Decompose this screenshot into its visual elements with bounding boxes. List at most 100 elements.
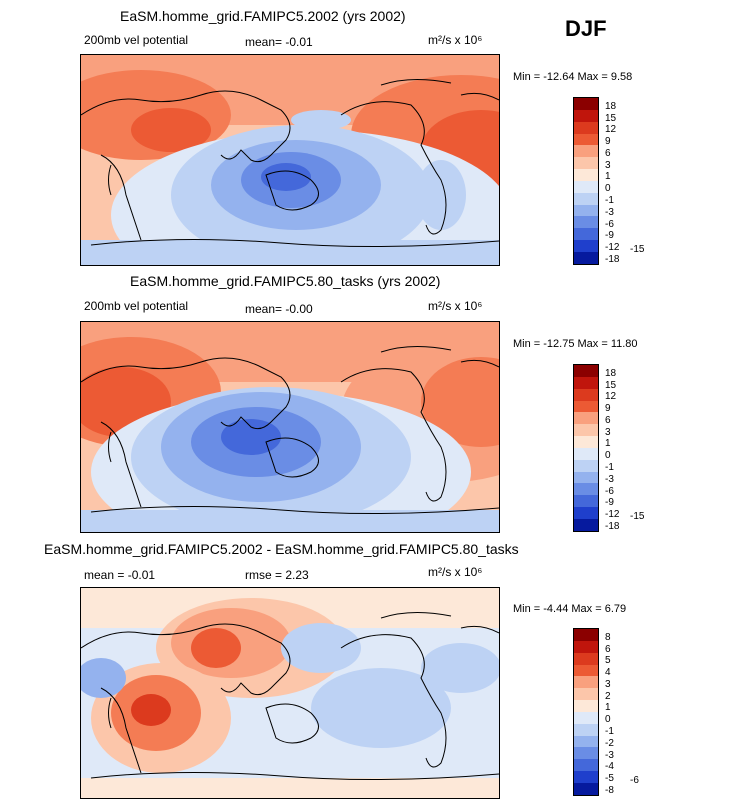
colorbar-tick: -1 [605,726,614,737]
panel3-colorbar-swatch [574,640,598,653]
panel2-colorbar-swatch [574,483,598,496]
panel2-units: m²/s x 10⁶ [428,299,483,313]
panel3-colorbar-swatch [574,747,598,760]
colorbar-tick: -18 [605,521,620,532]
panel3-units: m²/s x 10⁶ [428,565,483,579]
colorbar-tick: 0 [605,183,611,194]
colorbar-tick: -1 [605,195,614,206]
panel3-title: EaSM.homme_grid.FAMIPC5.2002 - EaSM.homm… [44,541,519,557]
panel1-colorbar-swatch [574,121,598,134]
panel1-colorbar-swatch [574,169,598,181]
colorbar-tick: 0 [605,450,611,461]
panel2-colorbar-swatch [574,436,598,448]
panel3-mean-label: mean = -0.01 [84,568,156,582]
colorbar-tick: 18 [605,368,617,379]
panel3-colorbar-swatch [574,676,598,689]
panel1-colorbar-swatch [574,216,598,229]
colorbar-tick: -12 [605,242,620,253]
panel2-minmax: Min = -12.75 Max = 11.80 [513,338,638,350]
colorbar-tick: 15 [605,380,617,391]
colorbar-tick: 6 [605,415,611,426]
panel1-variable-label: 200mb vel potential [84,33,189,47]
panel2-colorbar-swatch [574,400,598,413]
panel2-colorbar-swatch [574,388,598,401]
panel3-colorbar-swatch [574,700,598,712]
colorbar-tick: 6 [605,644,611,655]
panel3-minmax: Min = -4.44 Max = 6.79 [513,603,627,615]
colorbar-tick: -4 [605,761,614,772]
panel2-colorbar-swatch [574,424,598,437]
colorbar-tick: -1 [605,462,614,473]
panel1-colorbar [573,97,599,265]
colorbar-tick: 3 [605,160,611,171]
colorbar-tick: 5 [605,655,611,666]
panel3-colorbar-swatch [574,629,598,641]
panel2-colorbar-swatch [574,376,598,389]
panel1-colorbar-swatch [574,251,598,264]
panel3-map [80,587,500,799]
colorbar-tick: 2 [605,691,611,702]
panel3-colorbar-swatch [574,771,598,783]
colorbar-tick: -18 [605,254,620,265]
panel2-variable-label: 200mb vel potential [84,299,189,313]
colorbar-tick: 8 [605,632,611,643]
panel3-colorbar-swatch [574,782,598,795]
colorbar-tick: -3 [605,474,614,485]
panel2-colorbar-swatch [574,459,598,472]
colorbar-tick: -3 [605,750,614,761]
colorbar-tick: 1 [605,702,611,713]
colorbar-tick: -8 [605,785,614,796]
season-label: DJF [565,16,607,41]
panel3-colorbar-swatch [574,711,598,724]
colorbar-tick: -3 [605,207,614,218]
colorbar-tick: -9 [605,230,614,241]
panel1-colorbar-swatch [574,145,598,158]
panel1-coastlines [81,78,499,248]
panel3-colorbar-swatch [574,723,598,736]
panel2-colorbar-swatch [574,365,598,377]
colorbar-tick: -6 [605,486,614,497]
colorbar-tick: -6 [605,219,614,230]
colorbar-tick: 1 [605,438,611,449]
colorbar-tick: 3 [605,427,611,438]
colorbar-tick-extra: -6 [630,775,639,786]
panel1-colorbar-swatch [574,228,598,241]
colorbar-tick-extra: -15 [630,244,645,255]
panel2-colorbar-swatch [574,471,598,484]
panel1-units: m²/s x 10⁶ [428,33,483,47]
colorbar-tick: -12 [605,509,620,520]
panel3-rmse-label: rmse = 2.23 [245,568,309,582]
panel2-colorbar-swatch [574,447,598,460]
panel1-mean-label: mean= -0.01 [245,35,313,49]
colorbar-tick: 0 [605,714,611,725]
colorbar-tick: -5 [605,773,614,784]
colorbar-tick: 9 [605,403,611,414]
panel2-colorbar [573,364,599,532]
panel1-colorbar-swatch [574,192,598,205]
panel1-colorbar-swatch [574,109,598,122]
panel1-colorbar-swatch [574,180,598,193]
panel2-colorbar-swatch [574,507,598,519]
panel3-colorbar-swatch [574,688,598,701]
colorbar-tick-extra: -15 [630,511,645,522]
panel2-map [80,321,500,533]
panel1-title: EaSM.homme_grid.FAMIPC5.2002 (yrs 2002) [120,8,406,24]
panel1-colorbar-swatch [574,133,598,146]
colorbar-tick: 3 [605,679,611,690]
colorbar-tick: -2 [605,738,614,749]
colorbar-tick: 1 [605,171,611,182]
colorbar-tick: 9 [605,136,611,147]
panel2-colorbar-swatch [574,495,598,508]
panel2-title: EaSM.homme_grid.FAMIPC5.80_tasks (yrs 20… [130,273,441,289]
colorbar-tick: 4 [605,667,611,678]
panel2-colorbar-swatch [574,412,598,425]
colorbar-tick: 12 [605,124,617,135]
panel1-colorbar-swatch [574,240,598,252]
panel1-colorbar-swatch [574,157,598,170]
colorbar-tick: 18 [605,101,617,112]
colorbar-tick: -9 [605,497,614,508]
panel1-colorbar-swatch [574,98,598,110]
panel2-mean-label: mean= -0.00 [245,302,313,316]
panel1-map [80,54,500,266]
panel3-colorbar-swatch [574,759,598,772]
